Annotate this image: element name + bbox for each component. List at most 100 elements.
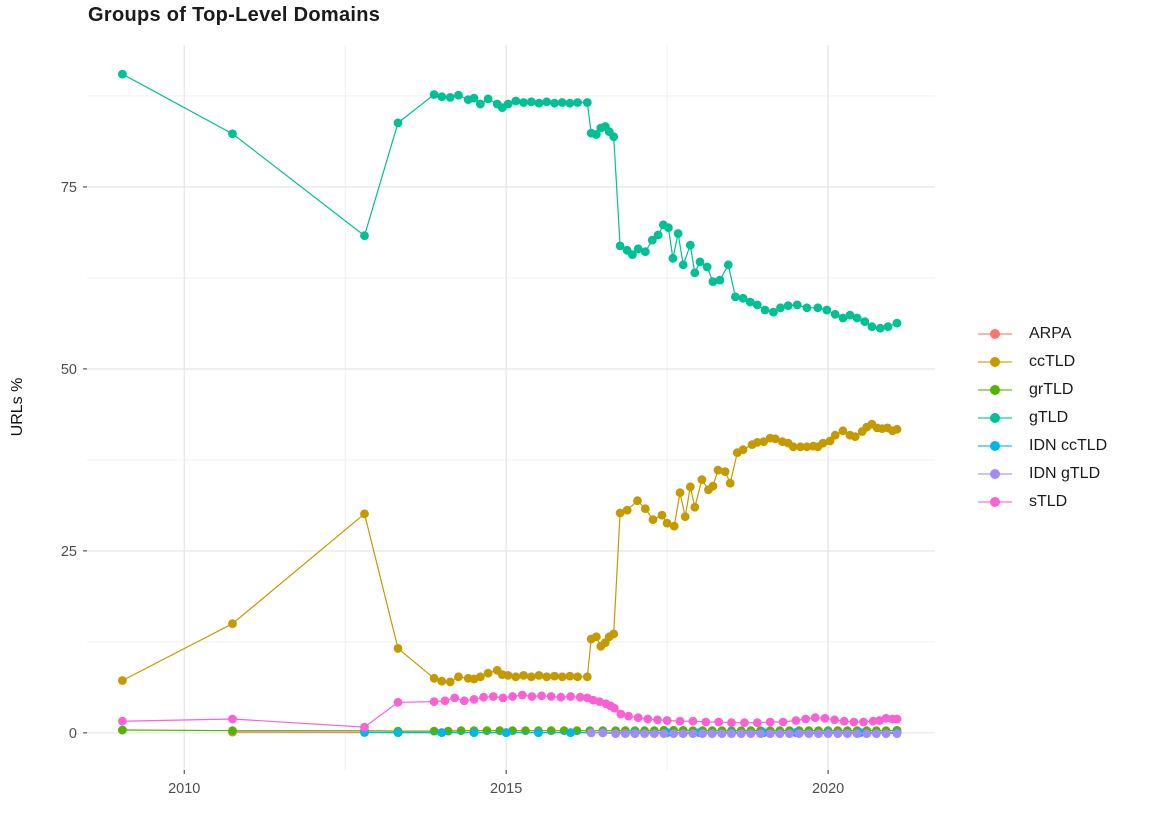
series-point-stld — [881, 713, 891, 723]
series-point-stld — [740, 718, 749, 728]
series-point-stld — [859, 717, 868, 727]
series-point-stld — [228, 714, 237, 724]
series-point-gtld — [678, 260, 688, 270]
legend-item-grtld: grTLD — [978, 376, 1107, 404]
series-point-stld — [849, 717, 859, 727]
series-point-gtld — [695, 257, 705, 267]
series-point-idn-gtld — [833, 729, 843, 738]
series-point-gtld — [715, 275, 725, 285]
series-point-gtld — [228, 129, 237, 139]
series-point-stld — [556, 692, 566, 702]
legend-key-icon — [978, 494, 1012, 510]
series-point-cctld — [662, 518, 672, 528]
series-point-gtld — [760, 305, 770, 315]
legend-item-stld: sTLD — [978, 488, 1107, 516]
series-point-gtld — [838, 313, 848, 323]
series-point-gtld — [664, 223, 673, 233]
series-point-cctld — [429, 673, 439, 683]
series-point-gtld — [534, 98, 544, 108]
legend-label: sTLD — [1029, 493, 1068, 510]
series-point-gtld — [609, 132, 619, 142]
series-point-stld — [566, 692, 575, 701]
series-point-gtld — [360, 231, 369, 241]
series-point-idn-gtld — [746, 729, 756, 738]
series-point-gtld — [445, 93, 455, 102]
x-tick-label: 2020 — [812, 781, 844, 797]
series-point-stld — [440, 696, 450, 706]
series-point-gtld — [702, 262, 712, 272]
series-point-stld — [118, 716, 127, 726]
series-line-gtld — [122, 73, 898, 329]
series-point-stld — [714, 717, 724, 727]
series-point-cctld — [770, 434, 780, 444]
series-point-gtld — [673, 229, 683, 238]
series-point-cctld — [360, 509, 369, 519]
series-point-gtld — [454, 90, 463, 100]
series-point-gtld — [573, 98, 582, 107]
series-point-gtld — [628, 250, 637, 259]
series-point-idn-gtld — [678, 729, 688, 738]
series-point-idn-gtld — [892, 729, 902, 738]
series-point-idn-cctld — [566, 728, 575, 738]
y-tick-label: 25 — [61, 544, 77, 560]
series-point-cctld — [557, 672, 567, 682]
series-point-gtld — [647, 235, 657, 245]
legend-key-icon — [978, 438, 1012, 454]
series-point-gtld — [892, 318, 902, 328]
series-point-grtld — [456, 726, 466, 736]
series-point-stld — [498, 693, 508, 703]
series-point-stld — [752, 718, 762, 728]
legend-item-cctld: ccTLD — [978, 348, 1107, 376]
series-point-stld — [633, 713, 643, 722]
series-point-gtld — [565, 98, 575, 108]
series-point-gtld — [708, 277, 718, 286]
series-point-gtld — [752, 300, 762, 310]
series-point-gtld — [476, 99, 485, 109]
series-point-gtld — [591, 130, 601, 139]
series-point-stld — [469, 695, 479, 704]
series-point-idn-gtld — [669, 729, 678, 738]
series-point-gtld — [437, 92, 447, 102]
series-point-cctld — [669, 521, 679, 531]
legend-label: ARPA — [1029, 325, 1072, 342]
series-point-cctld — [802, 442, 812, 452]
series-point-idn-gtld — [872, 729, 881, 738]
series-point-stld — [360, 722, 369, 732]
series-point-stld — [616, 709, 626, 719]
legend-label: IDN ccTLD — [1029, 437, 1108, 454]
legend-key-icon — [978, 410, 1012, 426]
series-point-cctld — [573, 672, 582, 682]
series-point-cctld — [511, 672, 521, 682]
series-point-cctld — [657, 510, 667, 520]
series-point-stld — [868, 716, 878, 726]
series-point-idn-gtld — [649, 729, 659, 738]
series-point-stld — [801, 714, 810, 724]
series-point-gtld — [526, 97, 536, 107]
legend: ARPA ccTLD grTLD gTLD IDN ccTLD IDN gTLD sTLD — [978, 320, 1107, 516]
series-point-idn-gtld — [620, 729, 630, 738]
series-point-idn-gtld — [785, 729, 794, 738]
legend-label: grTLD — [1029, 381, 1074, 398]
series-point-gtld — [830, 309, 840, 319]
series-point-stld — [450, 693, 460, 703]
legend-item-idn-gtld: IDN gTLD — [978, 460, 1107, 488]
series-point-cctld — [615, 508, 625, 518]
legend-item-arpa: ARPA — [978, 320, 1107, 348]
series-point-stld — [508, 692, 517, 701]
series-point-gtld — [429, 90, 439, 99]
series-point-idn-gtld — [640, 729, 649, 738]
series-point-idn-gtld — [814, 729, 823, 738]
series-point-stld — [429, 697, 439, 706]
series-point-stld — [537, 691, 546, 701]
series-point-stld — [624, 711, 633, 721]
series-point-grtld — [546, 726, 556, 736]
series-point-idn-gtld — [862, 729, 872, 738]
series-point-cctld — [526, 672, 536, 682]
series-point-idn-gtld — [736, 729, 746, 738]
series-point-grtld — [228, 726, 237, 736]
series-point-gtld — [867, 322, 877, 332]
legend-item-idn-cctld: IDN ccTLD — [978, 432, 1107, 460]
series-point-stld — [830, 715, 839, 725]
series-point-idn-gtld — [630, 729, 640, 738]
